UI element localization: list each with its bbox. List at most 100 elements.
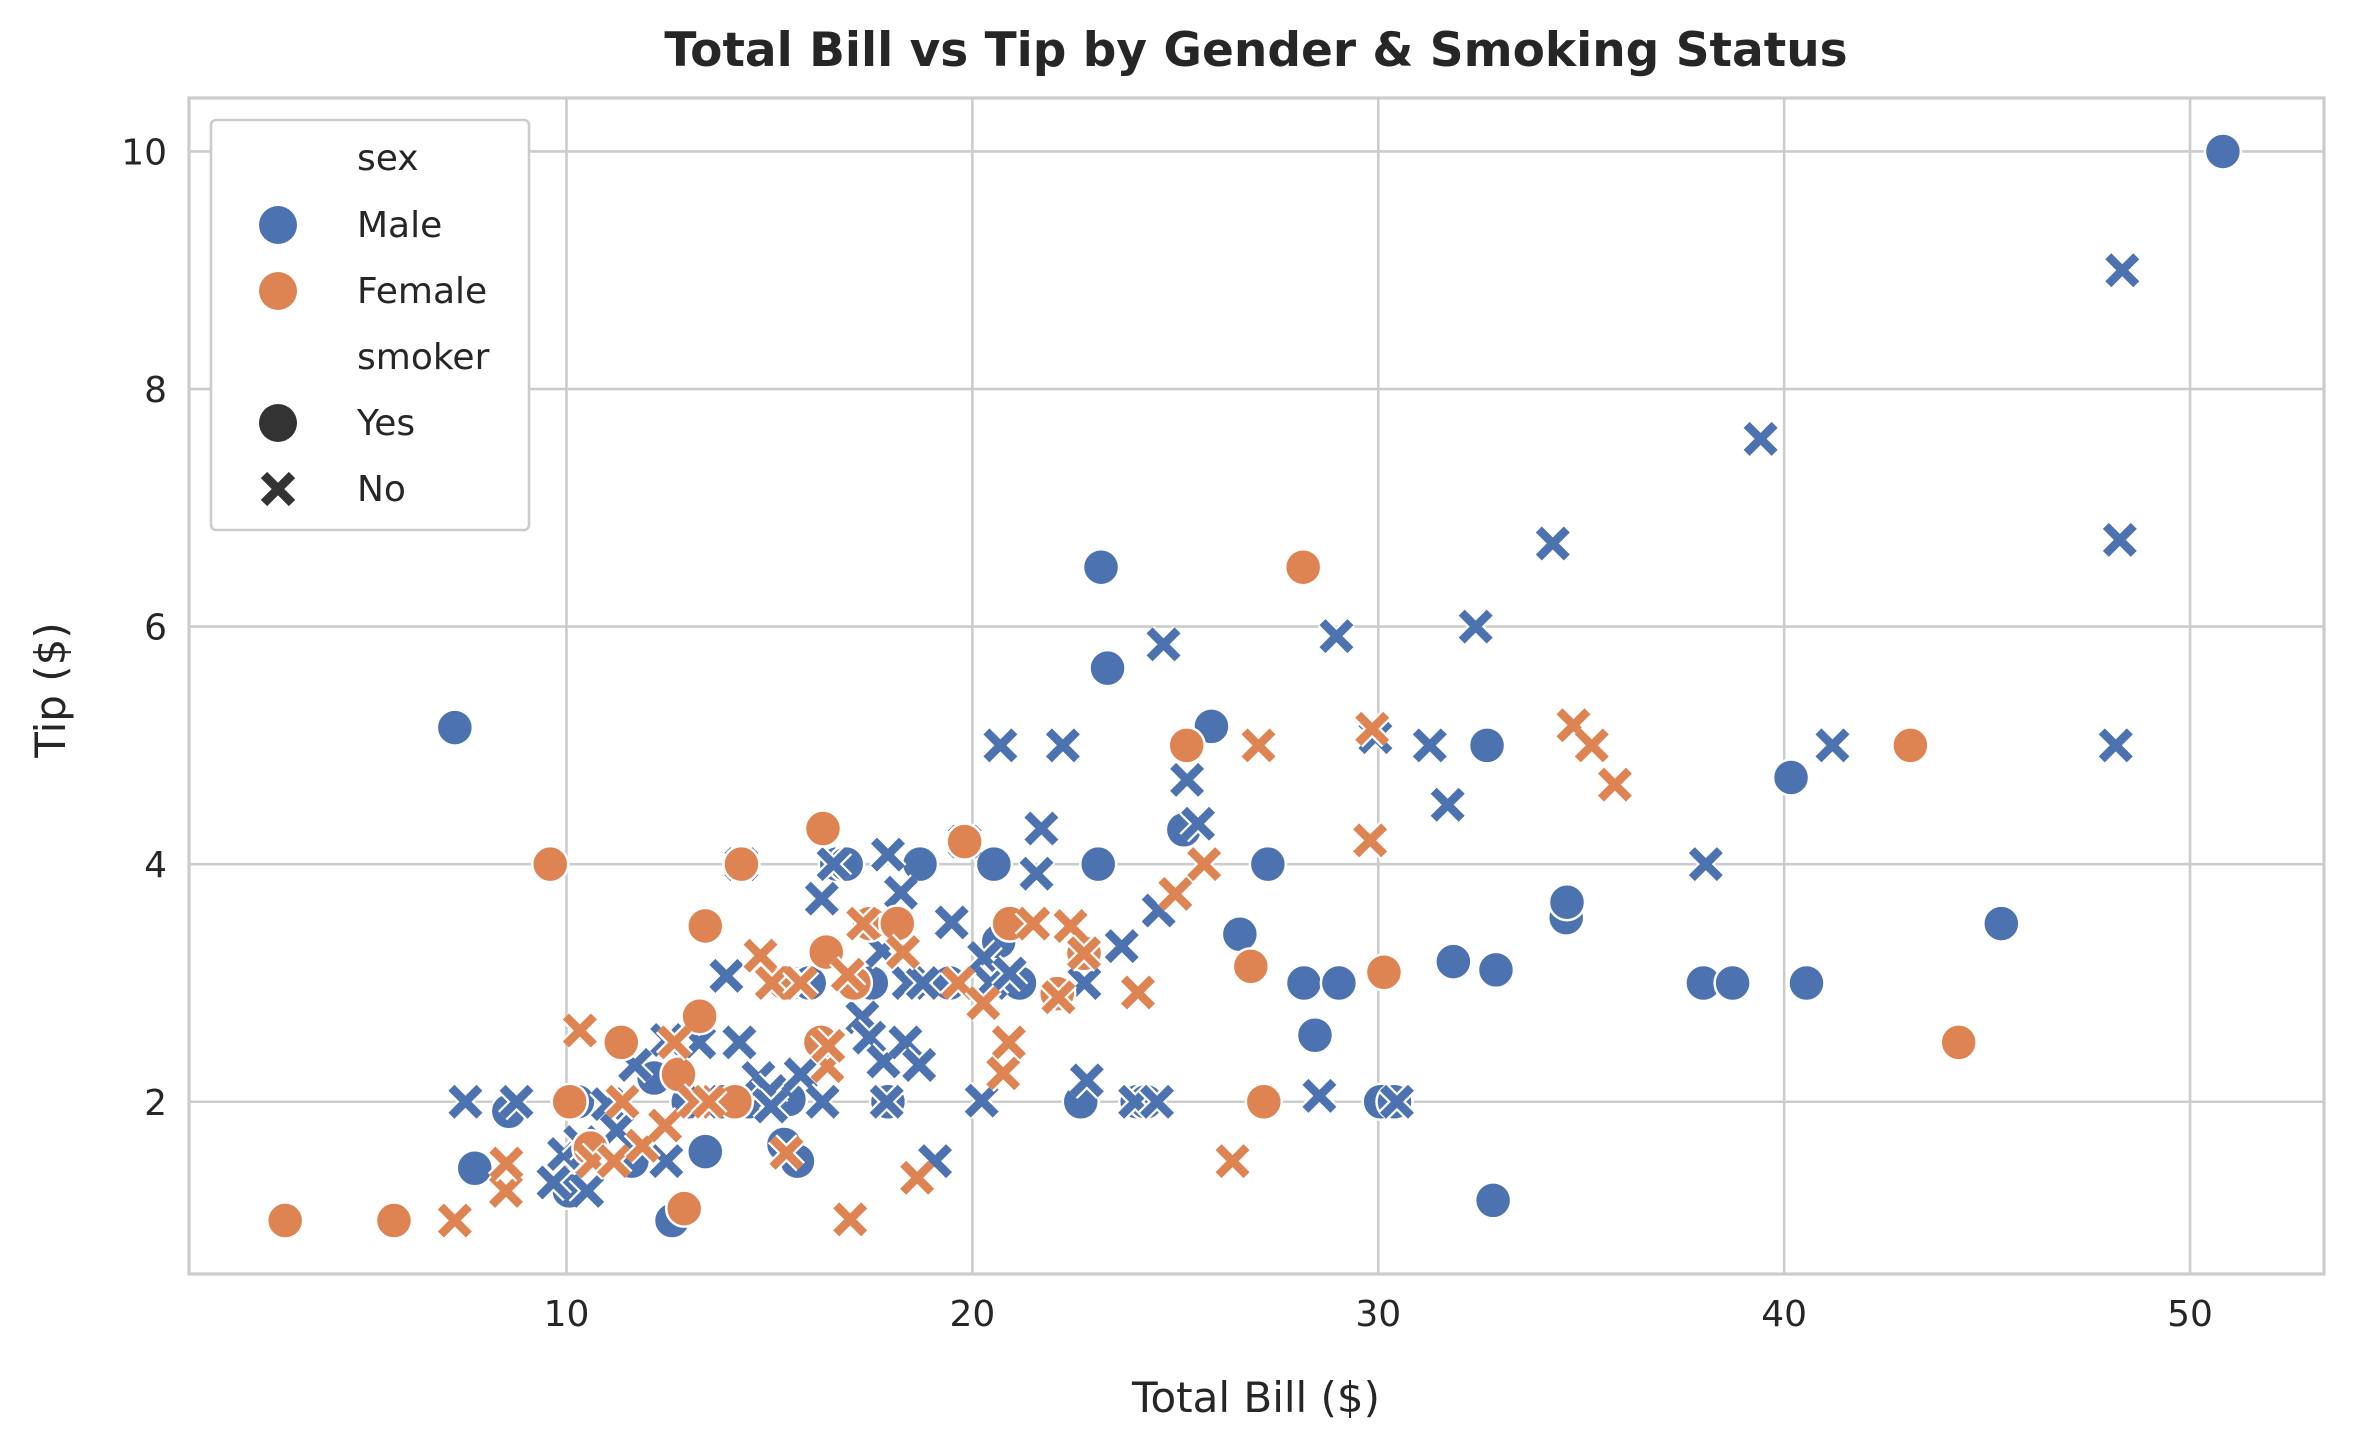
point-cross <box>967 941 1002 976</box>
point-cross <box>1355 711 1390 746</box>
data-point-male-nonsmoker <box>752 1087 790 1126</box>
legend-marker-yes <box>259 404 297 442</box>
data-point-female-nonsmoker <box>595 1142 633 1180</box>
point-cross <box>536 1165 571 1200</box>
point-cross <box>905 965 940 1000</box>
data-point-male-nonsmoker <box>1179 805 1217 843</box>
legend-marker-female <box>259 272 297 310</box>
data-point-male-nonsmoker <box>782 1055 820 1094</box>
data-point-female-smoker <box>686 906 725 946</box>
data-point-female-smoker <box>1364 953 1404 992</box>
point-cross <box>1158 876 1193 911</box>
point-cross <box>934 905 969 940</box>
point-cross <box>900 1160 935 1195</box>
data-point-male-nonsmoker <box>981 726 1019 764</box>
data-point-female-nonsmoker <box>561 1011 599 1050</box>
point-cross <box>1412 728 1447 763</box>
data-point-female-nonsmoker <box>436 1201 474 1240</box>
data-point-male-nonsmoker <box>2097 726 2135 764</box>
point-cross <box>1066 936 1102 971</box>
data-point-female-smoker <box>722 844 761 884</box>
data-point-female-nonsmoker <box>829 956 867 994</box>
point-cross <box>1170 762 1205 797</box>
data-point-male-smoker <box>1078 844 1118 884</box>
point-cross <box>691 1084 726 1119</box>
data-point-male-nonsmoker <box>1168 761 1206 799</box>
legend-label-female: Female <box>357 271 487 312</box>
data-point-male-nonsmoker <box>1813 726 1852 764</box>
point-cross <box>804 881 839 916</box>
x-tick-label: 40 <box>1761 1294 1807 1335</box>
data-point-male-smoker <box>1248 844 1288 884</box>
data-point-male-nonsmoker <box>568 1172 606 1210</box>
data-point-male-smoker <box>1982 904 2021 943</box>
data-point-female-nonsmoker <box>767 1134 806 1172</box>
point-cross <box>596 1144 631 1179</box>
point-cross <box>1016 906 1051 941</box>
data-point-female-smoker <box>550 1082 589 1122</box>
data-point-male-smoker <box>1319 963 1359 1003</box>
data-point-male-nonsmoker <box>1300 1077 1339 1115</box>
data-point-male-smoker <box>455 1149 494 1188</box>
point-cross <box>657 1025 692 1060</box>
data-point-female-smoker <box>374 1201 414 1240</box>
point-cross <box>437 1203 472 1238</box>
point-cross <box>1319 619 1354 654</box>
point-cross <box>1302 1078 1337 1113</box>
data-point-male-smoker <box>1081 547 1121 587</box>
data-point-male-nonsmoker <box>534 1163 573 1202</box>
point-cross <box>1069 1063 1104 1098</box>
data-point-female-nonsmoker <box>646 1106 684 1145</box>
data-point-male-nonsmoker <box>1017 855 1056 893</box>
chart-title: Total Bill vs Tip by Gender & Smoking St… <box>664 23 1847 78</box>
data-point-female-nonsmoker <box>1351 821 1389 860</box>
point-cross <box>709 958 744 993</box>
point-cross <box>783 965 818 1000</box>
point-cross <box>1458 609 1493 644</box>
point-cross <box>1743 421 1778 456</box>
x-tick-label: 10 <box>544 1294 590 1335</box>
data-point-male-nonsmoker <box>814 845 853 883</box>
data-point-male-nonsmoker <box>1068 1061 1106 1099</box>
legend: sex Male Female smoker Yes No <box>209 118 531 532</box>
data-point-female-nonsmoker <box>984 1054 1022 1092</box>
point-cross <box>562 1013 597 1048</box>
data-points <box>265 132 2243 1240</box>
data-point-female-smoker <box>602 1023 641 1062</box>
point-cross <box>448 1084 483 1119</box>
point-cross <box>1140 1084 1175 1119</box>
point-cross <box>1187 847 1222 882</box>
data-point-male-nonsmoker <box>707 957 745 995</box>
legend-title-smoker: smoker <box>357 337 490 378</box>
data-point-female-smoker <box>265 1201 305 1240</box>
x-tick-label: 50 <box>2167 1294 2213 1335</box>
data-point-female-smoker <box>664 1189 704 1228</box>
data-point-male-nonsmoker <box>1687 845 1725 883</box>
data-point-female-nonsmoker <box>782 964 820 1002</box>
point-cross <box>992 956 1027 991</box>
data-point-male-smoker <box>435 708 475 747</box>
data-point-male-smoker <box>1476 950 1516 990</box>
data-point-female-smoker <box>1244 1082 1284 1122</box>
data-point-female-nonsmoker <box>844 904 882 943</box>
point-cross <box>754 1089 789 1124</box>
data-point-male-nonsmoker <box>1044 726 1082 764</box>
data-point-female-nonsmoker <box>1065 934 1103 972</box>
point-cross <box>1045 728 1080 763</box>
data-point-male-nonsmoker <box>720 1023 758 1061</box>
data-point-female-nonsmoker <box>1039 978 1078 1016</box>
point-cross <box>811 1028 846 1063</box>
point-cross <box>902 1047 937 1082</box>
data-point-male-nonsmoker <box>965 939 1003 977</box>
data-point-male-nonsmoker <box>803 880 841 918</box>
data-point-female-smoker <box>1283 547 1323 587</box>
point-cross <box>885 935 920 970</box>
point-cross <box>769 1135 804 1170</box>
data-point-female-nonsmoker <box>809 1027 847 1065</box>
data-point-female-smoker <box>680 996 719 1036</box>
y-tick-label: 8 <box>144 370 167 411</box>
data-point-female-smoker <box>945 822 984 861</box>
data-point-male-nonsmoker <box>1742 420 1780 458</box>
data-point-male-nonsmoker <box>904 964 942 1002</box>
data-point-male-smoker <box>1088 648 1127 688</box>
